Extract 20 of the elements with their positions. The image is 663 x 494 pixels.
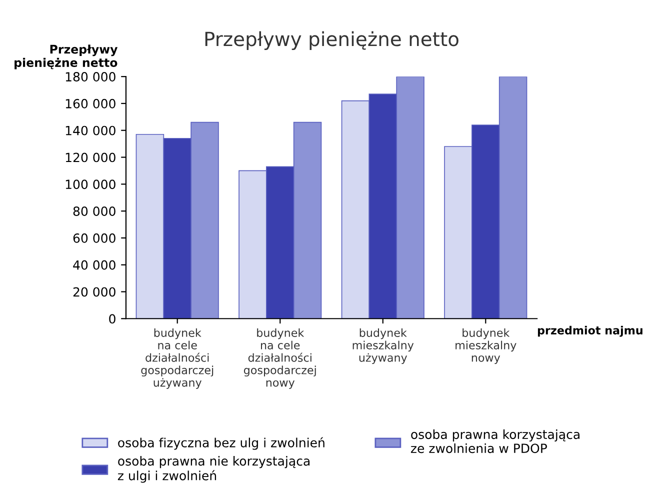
y-tick-label: 100 000	[66, 180, 116, 190]
y-tick-label: 0	[109, 314, 116, 324]
y-tick-label: 180 000	[66, 72, 116, 82]
y-tick-label: 160 000	[66, 98, 116, 108]
x-tick-label: budynek mieszkalny nowy	[456, 328, 516, 364]
y-tick-label: 20 000	[73, 287, 116, 297]
y-tick-label: 80 000	[73, 206, 116, 216]
legend-label: osoba fizyczna bez ulg i zwolnień	[118, 437, 324, 450]
y-tick-label: 120 000	[66, 152, 116, 162]
chart-title: Przepływy pieniężne netto	[205, 31, 458, 50]
legend-label: osoba prawna korzystająca ze zwolnienia w PDOP	[410, 429, 580, 454]
y-axis-title: Przepływy pieniężne netto	[14, 44, 118, 70]
y-tick-label: 40 000	[73, 260, 116, 270]
legend-label: osoba prawna nie korzystająca z ulgi i zwolnień	[118, 456, 310, 483]
y-tick-label: 60 000	[73, 233, 116, 243]
x-tick-label: budynek na cele działalności gospodarczej używany	[141, 328, 214, 389]
y-tick-label: 140 000	[66, 126, 116, 136]
x-tick-label: budynek na cele działalności gospodarczej nowy	[244, 328, 316, 389]
x-axis-title: przedmiot najmu	[538, 326, 642, 337]
x-tick-label: budynek mieszkalny używany	[352, 328, 414, 364]
